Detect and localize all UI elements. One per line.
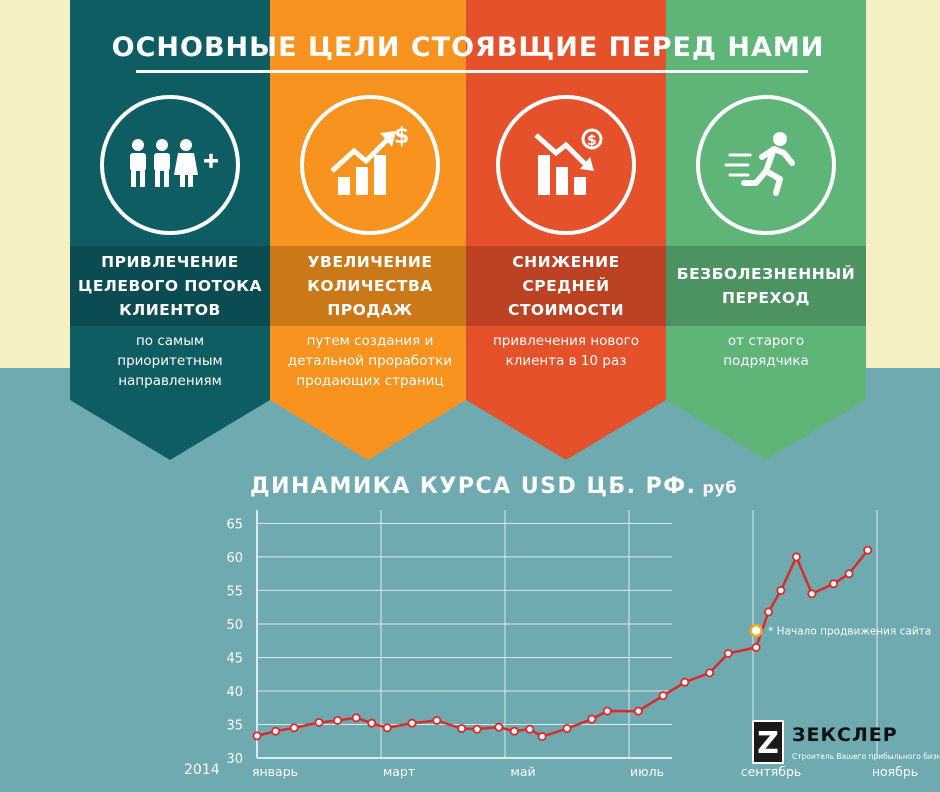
goal-2-text: путем создания и детальной проработки пр… xyxy=(287,333,453,389)
people-plus-icon xyxy=(130,139,218,187)
goal-2-band xyxy=(270,246,470,326)
x-tick-label: июль xyxy=(630,764,664,779)
y-tick-label: 35 xyxy=(226,718,243,733)
goal-card-2: $ УВЕЛИЧЕНИЕ КОЛИЧЕСТВА ПРОДАЖ путем соз… xyxy=(270,0,470,400)
data-point xyxy=(407,718,417,728)
y-tick-label: 50 xyxy=(226,618,243,633)
data-point xyxy=(457,724,467,734)
data-point xyxy=(494,722,504,732)
data-point xyxy=(751,642,761,652)
goal-3-band xyxy=(466,246,666,326)
y-tick-label: 45 xyxy=(226,651,243,666)
data-point xyxy=(351,713,361,723)
goal-card-4: БЕЗБОЛЕЗНЕННЫЙ ПЕРЕХОД от старого подряд… xyxy=(666,0,866,400)
data-point xyxy=(525,724,535,734)
goal-card-1: ПРИВЛЕЧЕНИЕ ЦЕЛЕВОГО ПОТОКА КЛИЕНТОВ по … xyxy=(70,0,270,400)
svg-text:$: $ xyxy=(587,133,597,149)
goal-4-circle xyxy=(696,95,836,235)
brand-mark: Z xyxy=(752,720,784,764)
y-tick-label: 30 xyxy=(226,752,243,767)
data-point xyxy=(314,717,324,727)
goal-3-title: СНИЖЕНИЕ СРЕДНЕЙ СТОИМОСТИ xyxy=(507,253,625,319)
data-point xyxy=(863,545,873,555)
data-point xyxy=(333,715,343,725)
decline-chart-dollar-icon: $ xyxy=(534,128,603,195)
data-point xyxy=(271,726,281,736)
data-point xyxy=(252,731,262,741)
data-point xyxy=(587,714,597,724)
data-point xyxy=(776,585,786,595)
column-arrows xyxy=(70,400,866,460)
data-point xyxy=(367,718,377,728)
goal-2-title: УВЕЛИЧЕНИЕ КОЛИЧЕСТВА ПРОДАЖ xyxy=(307,253,433,319)
page-title: ОСНОВНЫЕ ЦЕЛИ СТОЯВЩИЕ ПЕРЕД НАМИ xyxy=(111,32,825,63)
data-point xyxy=(705,668,715,678)
annotation-label: * Начало продвижения сайта xyxy=(768,626,931,638)
svg-text:$: $ xyxy=(394,124,409,149)
chart-title: ДИНАМИКА КУРСА USD ЦБ. РФ. руб xyxy=(250,474,737,499)
data-point xyxy=(764,607,774,617)
series-line xyxy=(256,549,869,738)
goal-1-text: по самым приоритетным направлениям xyxy=(117,333,223,389)
y-tick-label: 60 xyxy=(226,551,243,566)
y-tick-label: 40 xyxy=(226,685,243,700)
data-point xyxy=(289,723,299,733)
y-tick-label: 65 xyxy=(226,517,243,532)
data-point xyxy=(382,723,392,733)
data-point xyxy=(537,732,547,742)
x-tick-label: январь xyxy=(252,764,298,779)
data-point xyxy=(562,724,572,734)
data-point xyxy=(791,552,801,562)
chart-title-text: ДИНАМИКА КУРСА USD ЦБ. РФ. xyxy=(250,474,697,499)
data-point xyxy=(472,724,482,734)
goal-2-circle: $ xyxy=(300,95,440,235)
chart-unit: руб xyxy=(702,478,738,497)
data-point xyxy=(602,706,612,716)
data-point xyxy=(509,726,519,736)
running-man-icon xyxy=(724,132,795,196)
title-underline xyxy=(136,70,808,73)
data-point xyxy=(633,706,643,716)
goal-1-band xyxy=(70,246,270,326)
x-tick-label: ноябрь xyxy=(872,764,918,779)
goal-card-3: $ СНИЖЕНИЕ СРЕДНЕЙ СТОИМОСТИ привлечения… xyxy=(466,0,666,400)
data-point xyxy=(829,579,839,589)
goal-1-title: ПРИВЛЕЧЕНИЕ ЦЕЛЕВОГО ПОТОКА КЛИЕНТОВ xyxy=(78,253,262,319)
goal-3-circle: $ xyxy=(496,95,636,235)
x-tick-label: март xyxy=(383,764,415,779)
year-label: 2014 xyxy=(184,762,220,778)
x-tick-label: сентябрь xyxy=(741,764,802,779)
brand-tagline: Строитель Вашего прибыльного бизнеса xyxy=(792,752,940,761)
annotation-marker xyxy=(749,623,763,638)
data-point xyxy=(807,589,817,599)
data-point xyxy=(658,691,668,701)
goal-4-title: БЕЗБОЛЕЗНЕННЫЙ ПЕРЕХОД xyxy=(676,265,856,307)
growth-chart-dollar-icon: $ xyxy=(330,124,409,195)
goal-1-circle xyxy=(100,95,240,235)
x-tick-label: май xyxy=(510,764,535,779)
goal-3-text: привлечения нового клиента в 10 раз xyxy=(492,333,639,369)
data-point xyxy=(723,648,733,658)
data-point xyxy=(680,677,690,687)
y-tick-label: 55 xyxy=(226,584,243,599)
data-point xyxy=(432,715,442,725)
data-point xyxy=(844,569,854,579)
brand-name: ЗЕКСЛЕР xyxy=(792,724,898,746)
brand-logo: Z ЗЕКСЛЕР Строитель Вашего прибыльного б… xyxy=(752,718,940,774)
goal-4-band xyxy=(666,246,866,326)
goal-4-text: от старого подрядчика xyxy=(723,333,809,369)
